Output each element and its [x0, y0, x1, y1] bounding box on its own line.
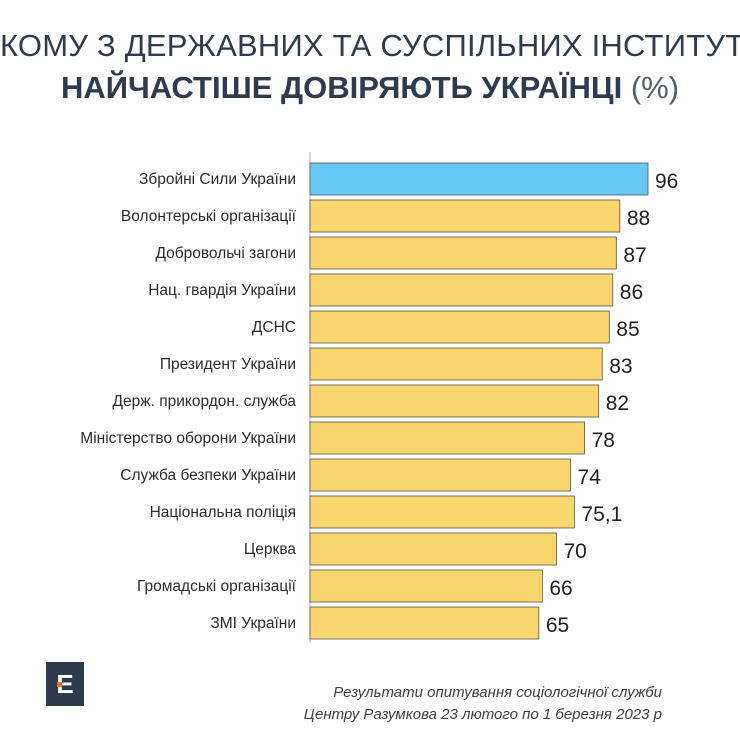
value-label-4: 85 [616, 318, 639, 341]
bar-6 [309, 384, 600, 418]
category-label-6: Держ. прикордон. служба [113, 393, 297, 410]
category-label-2: Добровольчі загони [155, 245, 296, 262]
bar-10 [309, 532, 557, 566]
bar-9 [309, 495, 575, 529]
category-label-0: Збройні Сили України [139, 171, 296, 188]
category-label-3: Нац. гвардія України [148, 282, 296, 299]
source-line1: Результати опитування соціологічної служ… [333, 684, 662, 701]
bar-7 [309, 421, 586, 455]
logo-letter: Е [56, 669, 74, 699]
category-label-11: Громадські організації [137, 578, 297, 595]
bar-4 [309, 310, 610, 344]
bar-3 [309, 273, 614, 307]
source-note: Результати опитування соціологічної служ… [304, 682, 662, 726]
category-label-4: ДСНС [252, 319, 296, 336]
category-label-12: ЗМІ України [210, 615, 296, 632]
category-label-10: Церква [244, 541, 297, 558]
chart-title-bold: НАЙЧАСТІШЕ ДОВІРЯЮТЬ УКРАЇНЦІ [60, 70, 623, 105]
value-label-0: 96 [655, 170, 678, 193]
chart-title-line2: НАЙЧАСТІШЕ ДОВІРЯЮТЬ УКРАЇНЦІ (%) [0, 70, 740, 106]
value-label-7: 78 [592, 429, 615, 452]
value-label-1: 88 [627, 207, 650, 230]
value-label-11: 66 [549, 577, 572, 600]
logo: Е [46, 662, 84, 706]
value-label-6: 82 [606, 392, 629, 415]
bar-11 [309, 569, 543, 603]
category-label-8: Служба безпеки України [120, 467, 296, 484]
category-label-1: Волонтерські організації [121, 208, 297, 225]
value-label-10: 70 [563, 540, 586, 563]
category-label-5: Президент України [160, 356, 296, 373]
bar-5 [309, 347, 603, 381]
value-label-12: 65 [546, 614, 569, 637]
value-label-2: 87 [623, 244, 646, 267]
bar-12 [309, 606, 540, 640]
chart-title-unit: (%) [630, 70, 680, 105]
bar-1 [309, 199, 621, 233]
chart-title-line1: КОМУ З ДЕРЖАВНИХ ТА СУСПІЛЬНИХ ІНСТИТУТІ… [0, 28, 740, 63]
value-label-8: 74 [578, 466, 602, 489]
value-label-9: 75,1 [581, 503, 622, 526]
source-line2: Центру Разумкова 23 лютого по 1 березня … [303, 706, 662, 723]
logo-accent-dot [57, 682, 62, 687]
value-label-3: 86 [620, 281, 643, 304]
bar-2 [309, 236, 617, 270]
bar-8 [309, 458, 571, 492]
value-label-5: 83 [609, 355, 632, 378]
category-label-9: Національна поліція [150, 504, 296, 521]
bar-0 [309, 162, 649, 196]
category-label-7: Міністерство оборони України [80, 430, 296, 447]
